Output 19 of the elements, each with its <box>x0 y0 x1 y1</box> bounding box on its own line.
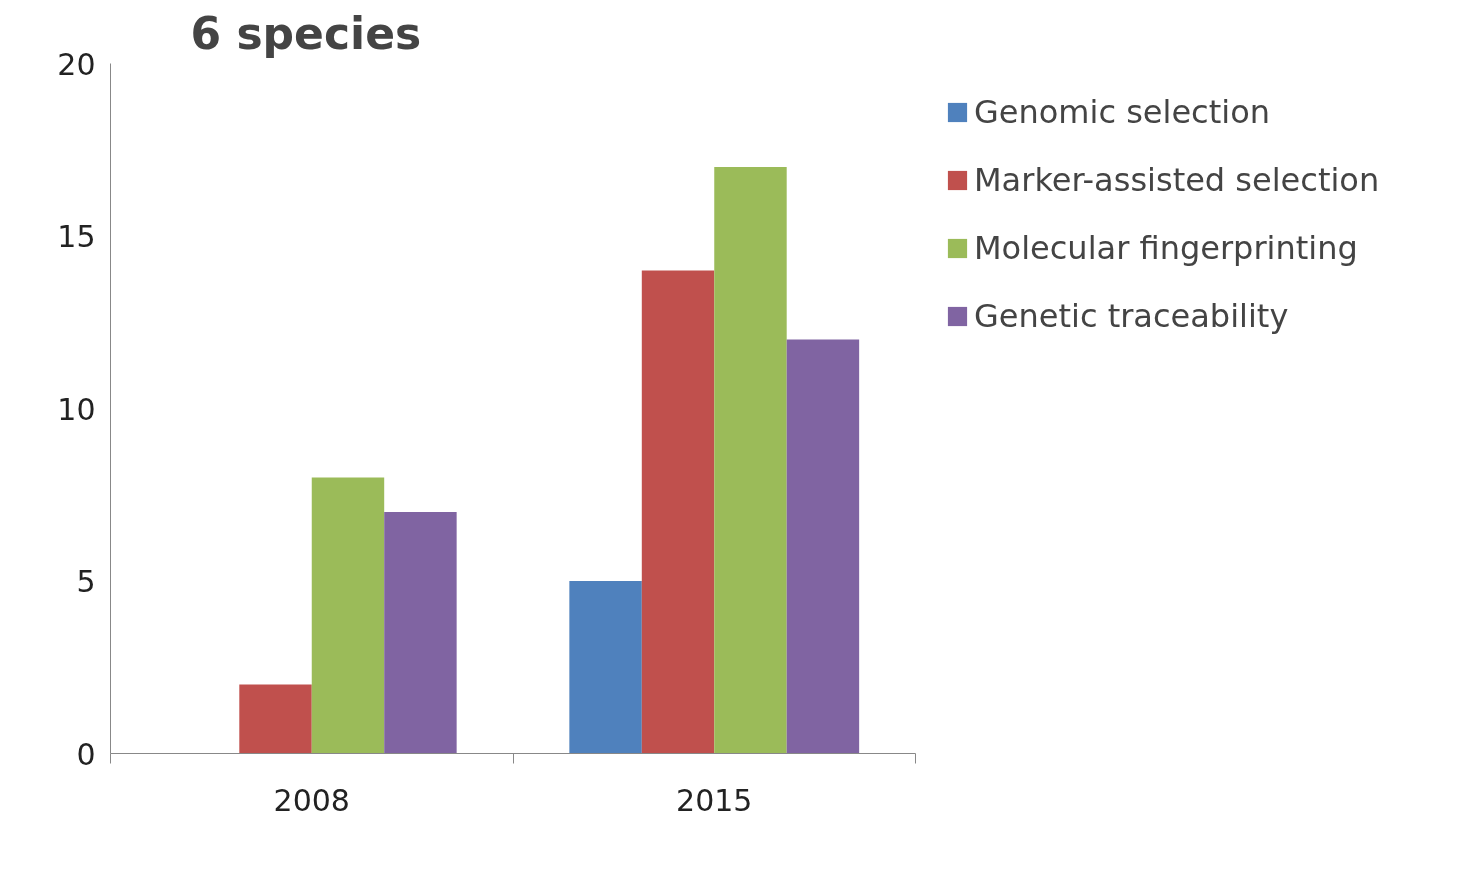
bar <box>641 270 715 754</box>
bar <box>786 339 860 754</box>
y-tick-label: 10 <box>57 391 96 427</box>
legend-label: Molecular fingerprinting <box>974 229 1358 267</box>
bar <box>569 581 642 754</box>
legend-label: Marker-assisted selection <box>974 161 1380 199</box>
legend-label: Genomic selection <box>974 93 1270 131</box>
bar <box>311 477 385 754</box>
y-tick-label: 20 <box>57 46 96 82</box>
bar <box>384 512 457 754</box>
chart-title: 6 species <box>190 7 422 59</box>
bar <box>714 167 787 754</box>
legend-label: Genetic traceability <box>974 297 1289 335</box>
y-tick-label: 0 <box>76 736 96 772</box>
bar <box>239 684 312 754</box>
x-tick-label: 2015 <box>676 782 753 818</box>
x-tick-label: 2008 <box>273 782 350 818</box>
y-tick-label: 15 <box>57 219 96 254</box>
y-tick-label: 5 <box>76 564 96 599</box>
